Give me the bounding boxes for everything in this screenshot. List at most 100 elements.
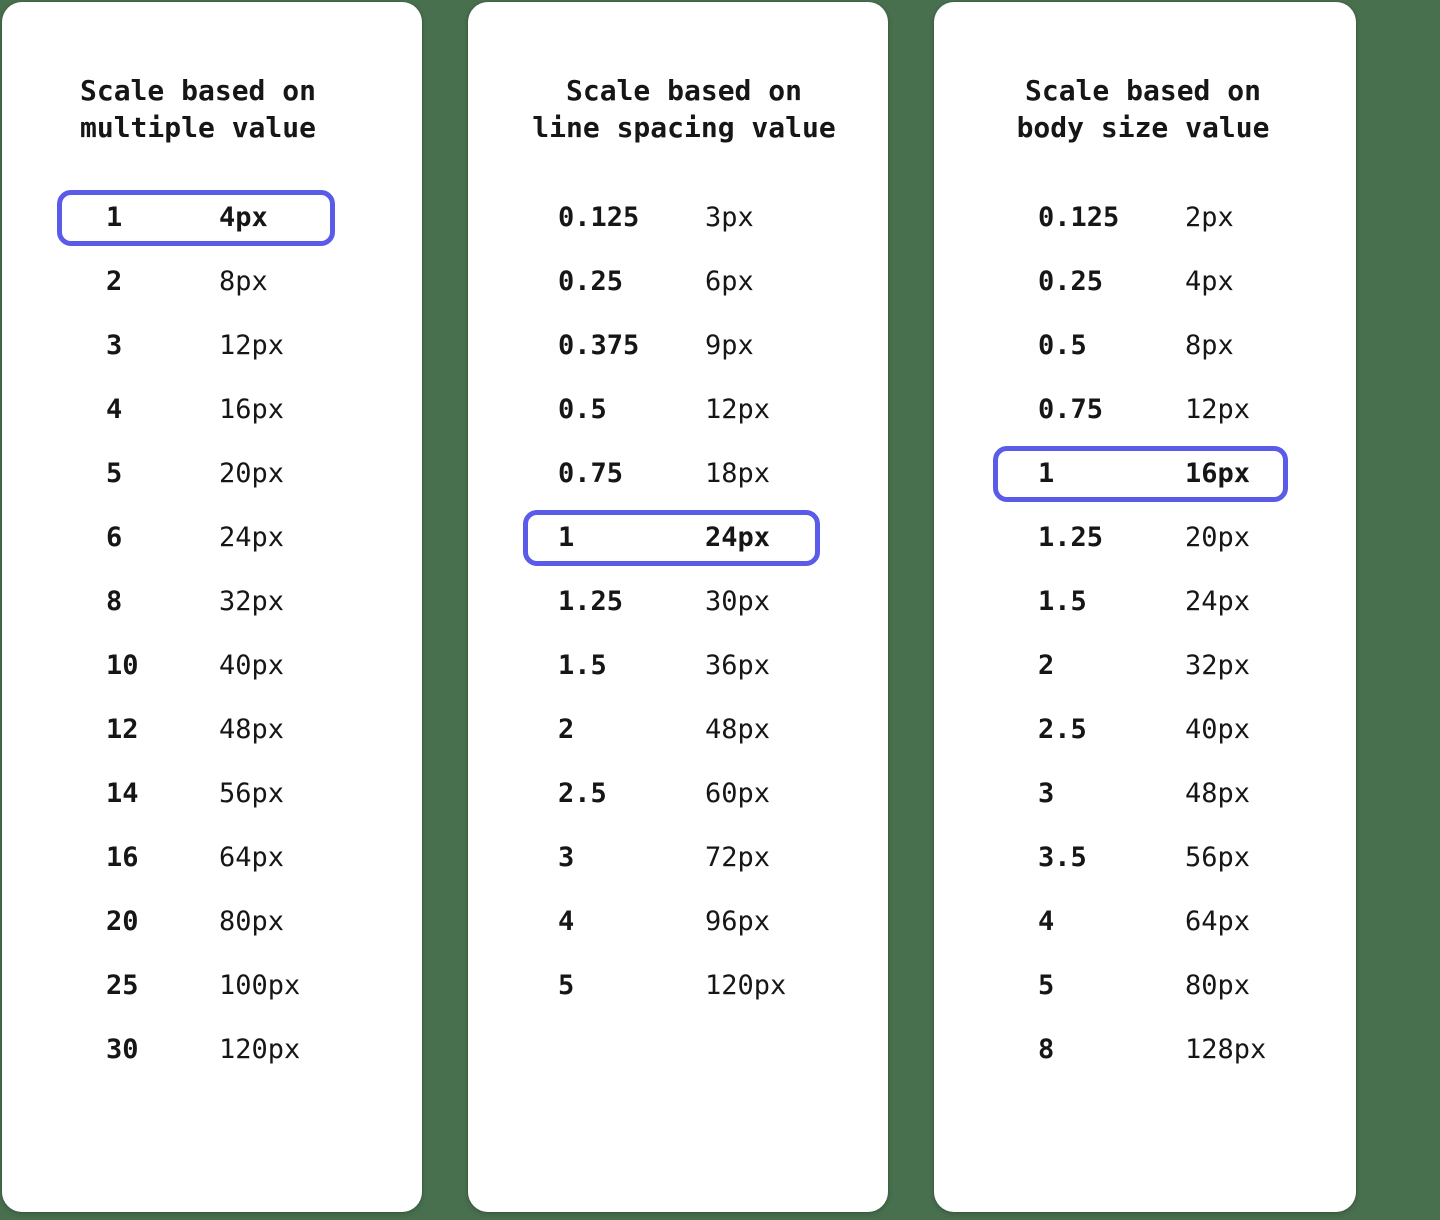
card-rows: 0.125 3px 0.25 6px 0.375 9px 0.5 12px 0.…	[468, 190, 888, 1014]
scale-pixel-value: 2px	[1185, 202, 1234, 233]
scale-multiplier: 8	[106, 586, 123, 617]
scale-multiplier: 0.25	[558, 266, 624, 297]
scale-pixel-value: 60px	[705, 778, 771, 809]
highlight-ring	[993, 446, 1288, 502]
scale-pixel-value: 24px	[219, 522, 285, 553]
scale-row: 16 64px	[2, 830, 422, 886]
scale-row: 4 96px	[468, 894, 888, 950]
scale-row: 2.5 40px	[934, 702, 1356, 758]
scale-pixel-value: 18px	[705, 458, 771, 489]
scale-multiplier: 2.5	[1038, 714, 1087, 745]
scale-multiplier: 0.25	[1038, 266, 1104, 297]
scale-pixel-value: 4px	[1185, 266, 1234, 297]
scale-multiplier: 1	[106, 202, 123, 233]
scale-pixel-value: 36px	[705, 650, 771, 681]
scale-row: 0.25 4px	[934, 254, 1356, 310]
scale-pixel-value: 72px	[705, 842, 771, 873]
scale-row: 3.5 56px	[934, 830, 1356, 886]
scale-pixel-value: 30px	[705, 586, 771, 617]
scale-row: 5 20px	[2, 446, 422, 502]
scale-row: 8 32px	[2, 574, 422, 630]
scale-row: 0.125 3px	[468, 190, 888, 246]
scale-multiplier: 0.5	[1038, 330, 1087, 361]
scale-row: 0.5 8px	[934, 318, 1356, 374]
scale-multiplier: 5	[558, 970, 575, 1001]
scale-pixel-value: 48px	[219, 714, 285, 745]
scale-row: 3 12px	[2, 318, 422, 374]
scale-card: Scale based on line spacing value 0.125 …	[468, 2, 888, 1212]
scale-row-highlighted: 1 16px	[934, 446, 1356, 502]
scale-row-highlighted: 1 24px	[468, 510, 888, 566]
scale-pixel-value: 8px	[219, 266, 268, 297]
scale-pixel-value: 6px	[705, 266, 754, 297]
scale-pixel-value: 96px	[705, 906, 771, 937]
scale-pixel-value: 120px	[705, 970, 787, 1001]
scale-multiplier: 3	[1038, 778, 1055, 809]
scale-pixel-value: 80px	[219, 906, 285, 937]
scale-row: 0.5 12px	[468, 382, 888, 438]
scale-multiplier: 4	[1038, 906, 1055, 937]
scale-row: 8 128px	[934, 1022, 1356, 1078]
scale-row: 2 32px	[934, 638, 1356, 694]
scale-multiplier: 30	[106, 1034, 139, 1065]
scale-pixel-value: 80px	[1185, 970, 1251, 1001]
scale-multiplier: 0.125	[1038, 202, 1120, 233]
scale-row: 0.75 18px	[468, 446, 888, 502]
scale-multiplier: 0.75	[1038, 394, 1104, 425]
scale-multiplier: 4	[106, 394, 123, 425]
scale-pixel-value: 48px	[705, 714, 771, 745]
scale-multiplier: 1.5	[1038, 586, 1087, 617]
scale-row: 14 56px	[2, 766, 422, 822]
scale-pixel-value: 12px	[705, 394, 771, 425]
scale-multiplier: 1.5	[558, 650, 607, 681]
scale-multiplier: 20	[106, 906, 139, 937]
highlight-ring	[57, 190, 335, 246]
scale-row: 0.25 6px	[468, 254, 888, 310]
scale-multiplier: 12	[106, 714, 139, 745]
scale-row: 2.5 60px	[468, 766, 888, 822]
scale-multiplier: 1.25	[558, 586, 624, 617]
scale-pixel-value: 56px	[1185, 842, 1251, 873]
scale-pixel-value: 20px	[1185, 522, 1251, 553]
scale-pixel-value: 40px	[219, 650, 285, 681]
card-rows: 1 4px 2 8px 3 12px 4 16px 5 20px 6 24px …	[2, 190, 422, 1078]
scale-row: 30 120px	[2, 1022, 422, 1078]
scale-row: 2 8px	[2, 254, 422, 310]
scale-multiplier: 14	[106, 778, 139, 809]
scale-pixel-value: 8px	[1185, 330, 1234, 361]
scale-pixel-value: 64px	[219, 842, 285, 873]
scale-multiplier: 6	[106, 522, 123, 553]
scale-row: 0.125 2px	[934, 190, 1356, 246]
scale-pixel-value: 24px	[1185, 586, 1251, 617]
scale-multiplier: 3.5	[1038, 842, 1087, 873]
scale-multiplier: 0.75	[558, 458, 624, 489]
scale-multiplier: 5	[1038, 970, 1055, 1001]
scale-row: 5 80px	[934, 958, 1356, 1014]
scale-multiplier: 4	[558, 906, 575, 937]
scale-pixel-value: 56px	[219, 778, 285, 809]
scale-multiplier: 2	[558, 714, 575, 745]
scale-pixel-value: 32px	[1185, 650, 1251, 681]
scale-row: 6 24px	[2, 510, 422, 566]
scale-multiplier: 0.125	[558, 202, 640, 233]
scale-row-highlighted: 1 4px	[2, 190, 422, 246]
scale-pixel-value: 128px	[1185, 1034, 1267, 1065]
card-title: Scale based on line spacing value	[532, 74, 836, 144]
scale-card: Scale based on body size value 0.125 2px…	[934, 2, 1356, 1212]
scale-pixel-value: 16px	[219, 394, 285, 425]
scale-multiplier: 25	[106, 970, 139, 1001]
scale-pixel-value: 32px	[219, 586, 285, 617]
scale-multiplier: 0.375	[558, 330, 640, 361]
scale-row: 25 100px	[2, 958, 422, 1014]
scale-row: 5 120px	[468, 958, 888, 1014]
scale-multiplier: 1.25	[1038, 522, 1104, 553]
scale-row: 10 40px	[2, 638, 422, 694]
card-rows: 0.125 2px 0.25 4px 0.5 8px 0.75 12px 1 1…	[934, 190, 1356, 1078]
scale-multiplier: 3	[106, 330, 123, 361]
scale-row: 1.5 24px	[934, 574, 1356, 630]
scale-pixel-value: 48px	[1185, 778, 1251, 809]
highlight-ring	[523, 510, 820, 566]
scale-row: 3 48px	[934, 766, 1356, 822]
scale-multiplier: 8	[1038, 1034, 1055, 1065]
